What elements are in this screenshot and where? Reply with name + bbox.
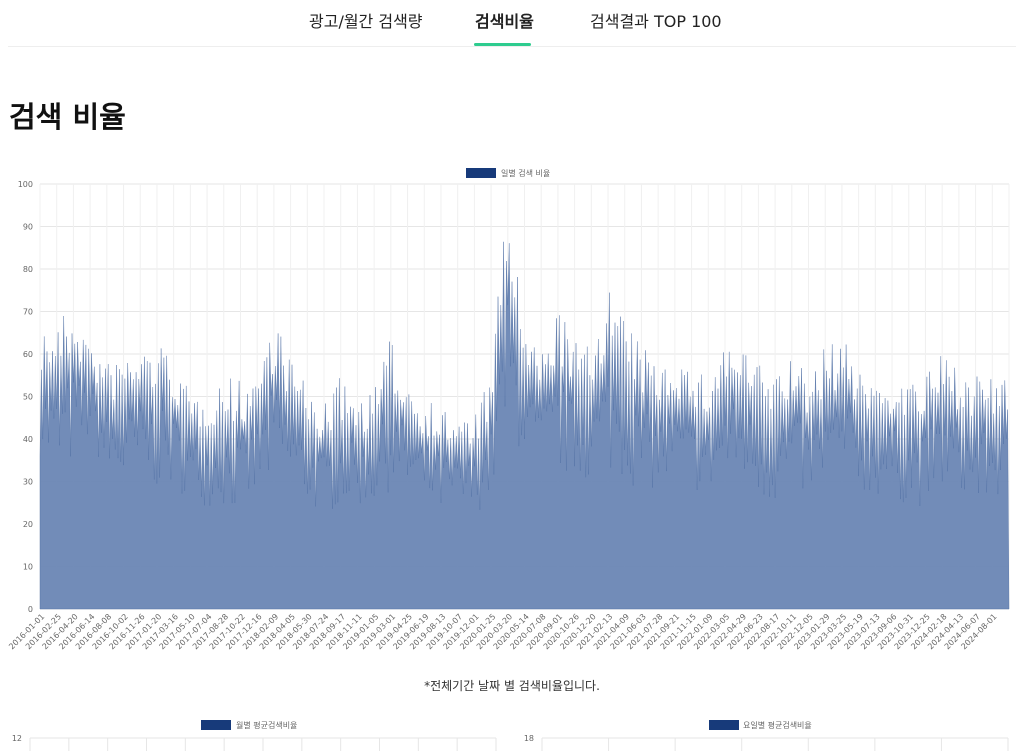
y-tick-label: 70 [23,308,33,317]
tab-divider [8,46,1016,47]
y-tick-label: 50 [23,393,33,402]
legend-swatch [466,168,496,178]
tab-bar: 광고/월간 검색량 검색비율 검색결과 TOP 100 [0,0,1024,48]
series-area-fill [39,241,1010,610]
chart-legend[interactable]: 일별 검색 비율 [466,168,550,178]
y-tick-label: 30 [23,478,33,487]
chart-footnote: *전체기간 날짜 별 검색비율입니다. [424,679,600,693]
page-title: 검색 비율 [9,100,126,134]
legend-swatch [201,720,231,730]
legend-label: 요일별 평균검색비율 [743,720,812,730]
chart-gridlines [541,737,1009,751]
legend-label: 일별 검색 비율 [501,168,550,178]
y-tick-label: 0 [28,605,33,614]
y-tick-label: 60 [23,350,33,359]
weekday-average-chart: 요일별 평균검색비율 18 [524,720,1009,751]
active-tab-indicator [474,43,531,46]
y-tick-label: 18 [524,734,534,743]
x-axis-ticks: 2016-01-012016-02-252016-04-202016-06-14… [7,612,999,651]
tab-search-ratio[interactable]: 검색비율 [475,12,534,31]
y-tick-label: 10 [23,563,33,572]
chart-series-area [39,241,1010,610]
tab-search-results-top100[interactable]: 검색결과 TOP 100 [590,12,722,31]
chart-legend[interactable]: 월별 평균검색비율 [201,720,297,730]
legend-swatch [709,720,739,730]
chart-legend[interactable]: 요일별 평균검색비율 [709,720,812,730]
y-tick-label: 20 [23,520,33,529]
legend-label: 월별 평균검색비율 [236,720,297,730]
y-tick-label: 12 [12,734,22,743]
y-tick-label: 80 [23,265,33,274]
daily-search-ratio-chart: 0 10 20 30 40 50 60 70 80 90 100 2016-01-012016-02… [7,168,1010,651]
monthly-average-chart: 월별 평균검색비율 12 [12,720,497,751]
y-tick-label: 40 [23,435,33,444]
tab-ad-monthly-volume[interactable]: 광고/월간 검색량 [309,12,423,31]
y-tick-label: 90 [23,223,33,232]
y-axis-ticks: 0 10 20 30 40 50 60 70 80 90 100 [18,180,33,614]
y-tick-label: 100 [18,180,33,189]
chart-gridlines [29,737,497,751]
